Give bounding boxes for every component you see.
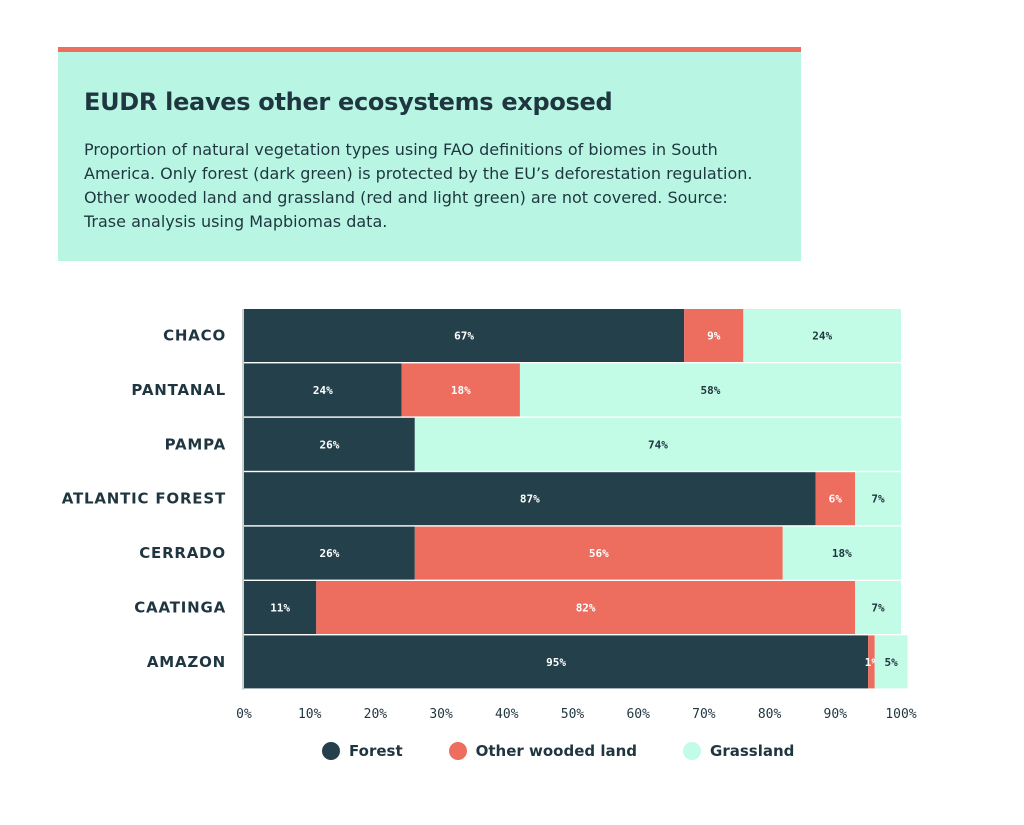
data-label-cerrado-other-wooded-land: 56%: [589, 547, 609, 560]
legend: Forest Other wooded land Grassland: [322, 742, 794, 760]
x-tick-label: 90%: [824, 707, 848, 722]
data-label-chaco-grassland: 24%: [812, 330, 832, 343]
legend-swatch-forest: [322, 742, 340, 760]
category-label-caatinga: CAATINGA: [134, 599, 226, 617]
bar-caatinga-forest: [244, 581, 317, 634]
data-label-caatinga-forest: 11%: [270, 602, 290, 615]
x-tick-label: 100%: [885, 707, 916, 722]
data-label-pantanal-forest: 24%: [313, 384, 333, 397]
legend-item-other-wooded-land: Other wooded land: [448, 742, 638, 760]
category-label-amazon: AMAZON: [147, 653, 226, 671]
x-tick-label: 80%: [758, 707, 782, 722]
bar-atlantic-forest-other-wooded-land: [815, 472, 856, 526]
data-label-atlantic-forest-grassland: 7%: [871, 493, 885, 506]
bar-cerrado-forest: [244, 526, 415, 580]
data-label-pampa-forest: 26%: [319, 438, 339, 451]
bar-chaco-other-wooded-land: [684, 309, 744, 362]
data-label-chaco-forest: 67%: [454, 330, 474, 343]
legend-label-forest: Forest: [349, 742, 403, 760]
data-label-atlantic-forest-other-wooded-land: 6%: [829, 493, 843, 506]
category-label-pantanal: PANTANAL: [131, 381, 226, 399]
x-tick-label: 10%: [298, 707, 322, 722]
legend-label-grassland: Grassland: [710, 742, 795, 760]
data-label-pantanal-other-wooded-land: 18%: [451, 384, 471, 397]
bar-atlantic-forest-grassland: [855, 472, 901, 526]
bar-chaco-forest: [244, 309, 685, 362]
category-label-chaco: CHACO: [163, 327, 226, 345]
legend-swatch-other-wooded-land: [448, 742, 467, 760]
data-label-amazon-forest: 95%: [546, 656, 566, 669]
x-tick-label: 70%: [692, 707, 716, 722]
legend-item-grassland: Grassland: [683, 742, 794, 760]
bar-cerrado-grassland: [782, 526, 901, 580]
x-tick-label: 50%: [561, 707, 585, 722]
data-label-pantanal-grassland: 58%: [701, 384, 721, 397]
x-tick-label: 60%: [626, 707, 650, 722]
chart-subtitle: Proportion of natural vegetation types u…: [84, 140, 753, 231]
legend-label-other-wooded-land: Other wooded land: [475, 742, 638, 760]
bar-pantanal-forest: [244, 363, 402, 417]
data-label-caatinga-other-wooded-land: 82%: [576, 602, 596, 615]
bar-atlantic-forest-forest: [244, 472, 816, 526]
bar-chaco-grassland: [743, 309, 901, 362]
bar-pantanal-grassland: [519, 363, 901, 417]
bar-pantanal-other-wooded-land: [401, 363, 520, 417]
category-label-atlantic-forest: ATLANTIC FOREST: [62, 490, 226, 508]
legend-swatch-grassland: [683, 742, 702, 760]
legend-item-forest: Forest: [322, 742, 403, 760]
bar-pampa-grassland: [414, 417, 901, 471]
x-tick-label: 0%: [236, 707, 252, 722]
data-label-caatinga-grassland: 7%: [871, 602, 885, 615]
chart-title: EUDR leaves other ecosystems exposed: [84, 88, 613, 116]
x-tick-label: 40%: [495, 707, 519, 722]
bar-caatinga-other-wooded-land: [316, 581, 856, 634]
category-label-pampa: PAMPA: [165, 435, 226, 453]
data-label-pampa-grassland: 74%: [648, 438, 668, 451]
bar-caatinga-grassland: [855, 581, 901, 634]
data-label-cerrado-forest: 26%: [319, 547, 339, 560]
x-tick-label: 30%: [429, 707, 453, 722]
bar-amazon-forest: [244, 635, 869, 689]
bar-cerrado-other-wooded-land: [414, 526, 783, 580]
bar-amazon-grassland: [874, 635, 908, 689]
data-label-cerrado-grassland: 18%: [832, 547, 852, 560]
header-card: EUDR leaves other ecosystems exposed Pro…: [58, 47, 801, 261]
data-label-amazon-grassland: 5%: [885, 656, 899, 669]
bar-amazon-other-wooded-land: [868, 635, 875, 689]
data-label-atlantic-forest-forest: 87%: [520, 493, 540, 506]
category-label-cerrado: CERRADO: [139, 544, 226, 562]
bar-pampa-forest: [244, 417, 415, 471]
data-label-chaco-other-wooded-land: 9%: [707, 330, 721, 343]
x-tick-label: 20%: [364, 707, 388, 722]
